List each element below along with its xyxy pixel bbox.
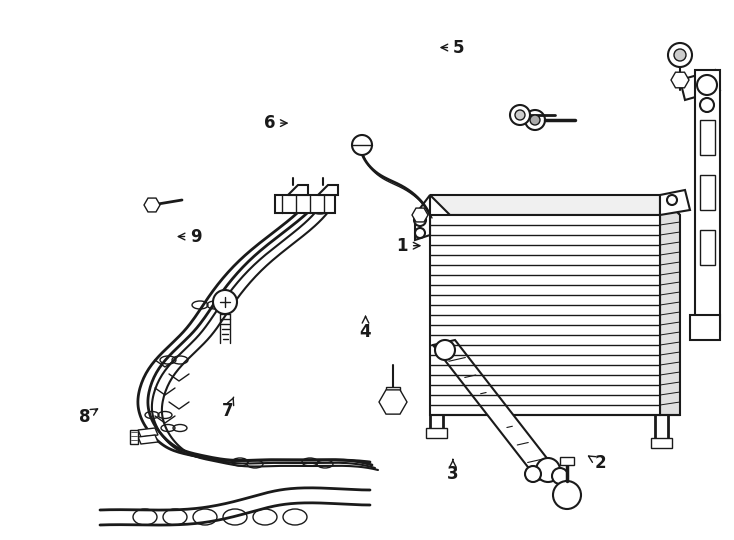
Text: 5: 5: [441, 38, 465, 57]
Text: 6: 6: [264, 114, 287, 132]
Circle shape: [352, 135, 372, 155]
Text: 8: 8: [79, 408, 98, 426]
Circle shape: [510, 105, 530, 125]
Polygon shape: [130, 430, 138, 444]
Text: 4: 4: [360, 316, 371, 341]
Bar: [700, 175, 715, 210]
Polygon shape: [288, 185, 308, 195]
Text: 9: 9: [178, 227, 202, 246]
Polygon shape: [660, 195, 680, 415]
Bar: [560, 457, 574, 465]
Polygon shape: [318, 185, 338, 195]
Polygon shape: [690, 315, 720, 340]
Circle shape: [700, 98, 714, 112]
Polygon shape: [138, 435, 158, 444]
Circle shape: [552, 468, 568, 484]
Circle shape: [515, 110, 525, 120]
Circle shape: [435, 340, 455, 360]
Text: 2: 2: [589, 454, 606, 472]
Circle shape: [668, 43, 692, 67]
Polygon shape: [680, 70, 720, 100]
Bar: [695, 70, 720, 330]
Circle shape: [667, 195, 677, 205]
Circle shape: [213, 290, 237, 314]
Circle shape: [414, 214, 426, 226]
Circle shape: [525, 110, 545, 130]
Circle shape: [553, 481, 581, 509]
Circle shape: [674, 49, 686, 61]
Text: 7: 7: [222, 397, 233, 421]
Polygon shape: [138, 428, 158, 437]
Polygon shape: [433, 340, 560, 480]
Bar: [700, 120, 715, 155]
Circle shape: [525, 466, 541, 482]
Text: 3: 3: [447, 460, 459, 483]
Bar: [651, 438, 672, 448]
Polygon shape: [430, 215, 660, 415]
Circle shape: [415, 228, 425, 238]
Bar: [426, 428, 447, 438]
Polygon shape: [660, 190, 690, 215]
Text: 1: 1: [396, 237, 420, 255]
Bar: [275, 195, 335, 213]
Circle shape: [697, 75, 717, 95]
Bar: [700, 230, 715, 265]
Circle shape: [530, 115, 540, 125]
Bar: [386, 387, 400, 395]
Circle shape: [536, 458, 560, 482]
Polygon shape: [415, 195, 430, 240]
Polygon shape: [430, 195, 680, 215]
